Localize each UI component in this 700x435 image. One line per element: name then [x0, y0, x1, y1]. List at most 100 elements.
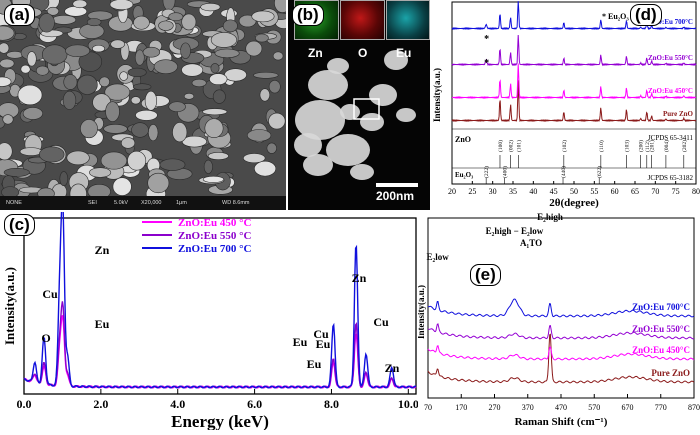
map-label-o: O	[358, 46, 368, 60]
hkl-label: (112)	[644, 140, 651, 152]
x-axis-label: Energy (keV)	[171, 412, 269, 430]
hkl-label: (201)	[649, 140, 656, 152]
tem-particle	[326, 134, 370, 166]
sem-grain	[130, 96, 141, 105]
sem-grain	[46, 6, 60, 16]
sem-grain	[209, 73, 228, 85]
series-label: ZnO:Eu 700°C	[632, 302, 690, 312]
tem-particle	[360, 113, 384, 131]
sem-grain	[214, 48, 240, 59]
eu2o3-marker: * Eu₂O₃	[602, 12, 629, 21]
hkl-label: (110)	[598, 140, 605, 152]
peak-annotation: Cu	[42, 287, 58, 301]
tem-particle	[350, 164, 374, 180]
peak-label: E₂high	[537, 212, 563, 222]
sem-grain	[39, 146, 65, 163]
ref-name: Eu₂O₃	[455, 171, 473, 179]
x-axis-label: Raman Shift (cm⁻¹)	[515, 416, 608, 428]
xrd-series-line	[451, 80, 697, 123]
peak-annotation: Zn	[385, 361, 400, 375]
y-axis-label: Intensity(a.u.)	[418, 285, 426, 339]
sem-grain	[253, 71, 279, 79]
series-label: Pure ZnO	[651, 368, 690, 378]
sem-grain	[99, 76, 110, 88]
x-tick-label: 55	[590, 187, 598, 196]
sem-grain	[251, 10, 275, 23]
peak-annotation: Zn	[352, 271, 367, 285]
peak-annotation: Cu	[313, 327, 329, 341]
x-tick-label: 170	[455, 403, 467, 412]
xrd-series-line	[451, 34, 697, 67]
series-label: ZnO:Eu 700°C	[648, 18, 693, 26]
eds-series-line	[23, 197, 417, 389]
o-eds-map	[340, 0, 385, 40]
x-tick-label: 45	[550, 187, 558, 196]
series-label: Pure ZnO	[663, 110, 694, 118]
sem-image-panel: NONE SEI 5.0kV X20,000 1μm WD 8.6mm (a)	[0, 0, 286, 210]
x-tick-label: 670	[622, 403, 634, 412]
sem-grain	[127, 67, 147, 78]
hkl-label: (622)	[596, 166, 603, 178]
sem-grain	[64, 6, 88, 17]
sem-grain	[210, 63, 220, 74]
x-tick-label: 70	[424, 403, 432, 412]
sem-grain	[119, 71, 129, 81]
hkl-label: (202)	[681, 140, 688, 152]
tem-particle	[295, 100, 345, 140]
raman-chart-panel: 70 170 270 370 470 570 670 770 870 Raman Shift (c…	[416, 212, 700, 430]
tem-particle	[396, 108, 416, 122]
panel-label-d: (d)	[630, 4, 662, 26]
sem-grain	[153, 59, 178, 74]
sem-grain	[172, 122, 188, 143]
series-label: ZnO:Eu 450°C	[648, 87, 693, 95]
panel-label-e: (e)	[470, 264, 501, 286]
sem-grain	[243, 153, 266, 164]
x-tick-label: 25	[468, 187, 476, 196]
sem-micrograph	[0, 0, 286, 204]
peak-annotation: O	[41, 331, 50, 345]
x-tick-label: 70	[651, 187, 659, 196]
sem-grain	[268, 80, 281, 94]
sem-grain	[19, 147, 43, 156]
x-tick-label: 6.0	[247, 397, 262, 411]
sem-grain	[207, 152, 229, 160]
x-tick-label: 570	[588, 403, 600, 412]
x-tick-label: 770	[655, 403, 667, 412]
tem-micrograph	[294, 50, 416, 180]
x-tick-label: 50	[570, 187, 578, 196]
panel-label-a: (a)	[4, 4, 35, 26]
sem-grain	[168, 12, 184, 22]
xrd-chart: 20 25 30 35 40 45 50 55 60 65 70 75 80 2θ(degree) Inte…	[432, 1, 700, 209]
tem-image-panel: Zn O Eu (b) 200nm	[288, 0, 430, 210]
sem-grain	[202, 175, 224, 183]
x-tick-label: 2.0	[93, 397, 108, 411]
sem-grain	[76, 74, 98, 95]
series-label: ZnO:Eu 550°C	[648, 54, 693, 62]
sem-grain	[100, 151, 128, 170]
xrd-chart-panel: 20 25 30 35 40 45 50 55 60 65 70 75 80 2θ(degree) Inte…	[430, 0, 700, 210]
sem-grain	[245, 40, 263, 57]
xrd-series-line	[451, 1, 697, 31]
legend-label: ZnO:Eu 550 °C	[178, 230, 252, 242]
tem-particle	[308, 70, 348, 100]
sem-grain	[168, 101, 186, 112]
sem-grain	[51, 14, 77, 25]
xrd-series-line	[451, 63, 697, 100]
sem-grain	[254, 160, 277, 177]
sem-grain	[144, 90, 158, 111]
sem-grain	[104, 83, 131, 101]
sem-grain	[65, 44, 91, 57]
x-tick-label: 35	[509, 187, 517, 196]
x-tick-label: 60	[611, 187, 619, 196]
scale-bar	[376, 183, 418, 187]
y-axis-label: Intensity(a.u.)	[2, 267, 17, 345]
sem-grain	[200, 2, 221, 12]
tem-particle	[327, 58, 349, 74]
eds-chart: 0.0 2.0 4.0 6.0 8.0 10.0 Energy (keV) Intensity…	[2, 197, 419, 431]
hkl-label: (002)	[508, 140, 515, 152]
x-tick-label: 80	[692, 187, 700, 196]
hkl-label: (100)	[497, 140, 504, 152]
sem-grain	[181, 13, 197, 31]
sem-grain	[120, 137, 136, 149]
sem-grain	[26, 51, 37, 67]
